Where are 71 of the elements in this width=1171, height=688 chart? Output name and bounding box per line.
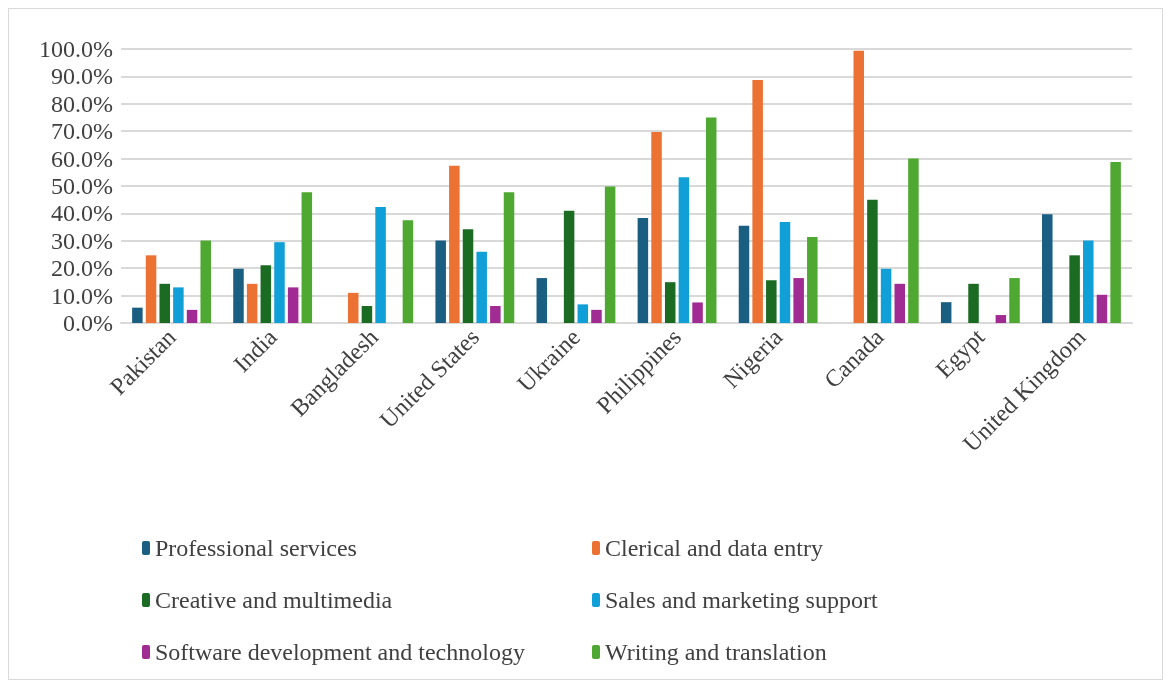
legend-label: Creative and multimedia [155, 587, 393, 613]
bar [867, 199, 878, 323]
bar [894, 283, 906, 323]
y-tick-label: 80.0% [51, 90, 113, 117]
bar [738, 225, 750, 323]
bar [375, 207, 386, 323]
bar [591, 309, 602, 323]
bar [145, 255, 157, 323]
bar [361, 306, 373, 323]
bar [260, 265, 272, 323]
bar [536, 278, 548, 323]
bar [651, 132, 662, 323]
bar [476, 251, 487, 323]
bar [449, 165, 460, 323]
bar [1083, 240, 1094, 323]
bar [287, 287, 299, 323]
bar [604, 186, 616, 323]
bar [301, 192, 313, 323]
bar [200, 240, 211, 323]
bar [173, 287, 184, 323]
y-tick-label: 100.0% [39, 36, 113, 62]
bar [186, 309, 198, 323]
bar [880, 268, 892, 323]
legend-label: Professional services [155, 535, 357, 561]
bar [246, 283, 258, 323]
bar [908, 158, 919, 323]
bar [577, 304, 589, 323]
y-tick-label: 90.0% [51, 63, 113, 90]
bar [233, 268, 244, 323]
bar [940, 302, 952, 323]
legend-label: Clerical and data entry [605, 535, 823, 561]
bar [968, 283, 979, 323]
bar [402, 220, 414, 323]
bar [664, 282, 676, 323]
y-tick-label: 30.0% [51, 227, 113, 254]
bar [490, 306, 501, 323]
bar [274, 242, 285, 323]
bar [1009, 278, 1020, 323]
bar [503, 192, 515, 323]
bar [807, 236, 818, 323]
x-tick-label: India [228, 323, 283, 378]
bar [995, 315, 1007, 323]
bar [779, 221, 791, 323]
bar [853, 50, 864, 323]
bar [132, 307, 143, 323]
bar [793, 278, 804, 323]
bar [1069, 255, 1080, 323]
bar [1110, 161, 1121, 323]
y-tick-label: 50.0% [51, 173, 113, 199]
y-tick-label: 60.0% [51, 145, 113, 172]
bar [1096, 294, 1108, 323]
bar [637, 218, 649, 323]
bar [462, 229, 474, 323]
bar [752, 79, 763, 323]
legend-label: Software development and technology [155, 639, 525, 665]
bar [1042, 214, 1053, 323]
y-tick-label: 20.0% [51, 255, 113, 282]
bar [705, 117, 717, 323]
bar [678, 177, 690, 323]
legend-label: Writing and translation [605, 639, 827, 665]
y-tick-label: 40.0% [51, 200, 113, 227]
bar [563, 210, 575, 323]
bar [435, 240, 446, 323]
bar [347, 292, 359, 323]
y-tick-label: 70.0% [51, 118, 113, 145]
bar [766, 280, 777, 323]
y-tick-label: 0.0% [63, 310, 113, 336]
legend-label: Sales and marketing support [605, 587, 878, 613]
y-tick-label: 10.0% [51, 282, 113, 309]
bar [692, 302, 703, 323]
bar [159, 283, 170, 323]
